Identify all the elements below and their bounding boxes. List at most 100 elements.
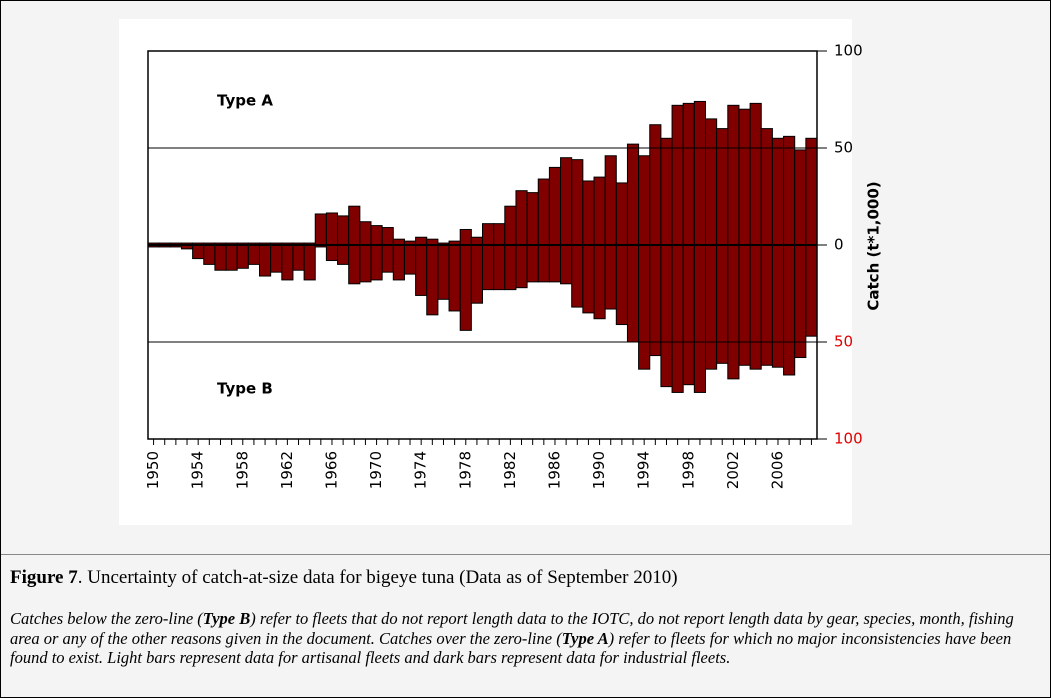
bar (381, 244, 394, 273)
bar (649, 124, 662, 246)
bar (593, 244, 606, 320)
bar (593, 176, 606, 246)
x-tick-label: 1970 (367, 451, 385, 489)
bar (415, 244, 428, 296)
bar (270, 244, 283, 273)
bar (716, 244, 729, 364)
bar (560, 157, 573, 246)
x-tick-label: 2002 (724, 451, 742, 489)
bar (470, 244, 484, 304)
bar (381, 227, 394, 246)
x-tick-label: 1950 (144, 451, 162, 489)
bar (749, 102, 762, 246)
bar (582, 180, 595, 246)
bar (214, 244, 227, 271)
bar (281, 244, 294, 281)
x-tick-label: 1974 (412, 451, 430, 489)
note: Catches below the zero-line (Type B) ref… (10, 609, 1045, 668)
bar (649, 244, 662, 357)
bar (526, 192, 539, 246)
y-tick-label: 0 (834, 236, 844, 254)
bar (805, 244, 818, 337)
bar (337, 244, 350, 265)
bar (571, 244, 584, 308)
x-tick-label: 1966 (322, 451, 340, 489)
bar (537, 244, 550, 283)
note-emphasis: Type B (202, 609, 251, 628)
note-text: Catches below the zero-line ( (10, 609, 203, 628)
bar (805, 137, 818, 246)
bar (459, 244, 472, 331)
bar (493, 223, 506, 246)
bar (727, 244, 740, 380)
bar (493, 244, 506, 291)
bar (247, 244, 261, 265)
bar (415, 236, 428, 246)
bar (615, 182, 628, 246)
bar (337, 215, 350, 246)
note-text: ) refer to fleets that do not report len… (10, 609, 1014, 648)
bar (693, 244, 706, 393)
bar (571, 159, 584, 246)
caption-label: Figure 7 (10, 567, 78, 588)
separator (1, 554, 1050, 555)
bar (359, 244, 372, 283)
bar (370, 244, 383, 281)
bar (771, 244, 785, 368)
bar (526, 244, 539, 283)
bar (760, 128, 773, 246)
bar (615, 244, 628, 326)
bar (716, 128, 729, 246)
bar (682, 102, 695, 246)
bar (515, 244, 528, 289)
bar (225, 244, 238, 271)
bar (705, 244, 718, 370)
bar (660, 244, 673, 388)
bar (203, 244, 216, 265)
y-tick-label: 50 (834, 139, 853, 157)
caption: Figure 7. Uncertainty of catch-at-size d… (10, 567, 678, 589)
bar (515, 190, 528, 246)
bar (671, 244, 684, 393)
bar (482, 223, 495, 246)
bar (370, 225, 383, 246)
bar (348, 205, 361, 246)
bar (303, 244, 316, 281)
x-tick-label: 2006 (768, 451, 786, 489)
bar (548, 244, 562, 283)
x-tick-label: 1958 (233, 451, 251, 489)
x-tick-label: 1982 (501, 451, 519, 489)
y-tick-label: 100 (834, 42, 863, 60)
bar (314, 213, 327, 246)
bar (738, 108, 751, 246)
bar (604, 244, 617, 310)
bar (626, 244, 640, 343)
bar (671, 104, 684, 246)
annotation: Type B (217, 380, 273, 398)
bar (693, 100, 706, 246)
bar (437, 244, 450, 300)
bar (292, 244, 305, 271)
plot-frame (147, 50, 818, 440)
bar (727, 104, 740, 246)
note-text: ) refer to fleets for which no major inc… (10, 628, 1012, 668)
bar (783, 135, 796, 246)
bar (482, 244, 495, 291)
y-axis-title: Catch (t*1,000) (865, 181, 883, 310)
bar (236, 244, 249, 269)
bar (638, 155, 651, 246)
bar (771, 137, 785, 246)
caption-text: . Uncertainty of catch-at-size data for … (77, 567, 678, 588)
bar (560, 244, 573, 285)
x-tick-label: 1978 (456, 451, 474, 489)
bar (660, 137, 673, 246)
bar (749, 244, 762, 370)
bar (738, 244, 751, 366)
bar (504, 244, 517, 291)
bar (604, 155, 617, 246)
x-tick-label: 1998 (679, 451, 697, 489)
chart: Type A Type B Catch (t*1,000) 1950 1954 19… (119, 19, 883, 525)
bar (392, 244, 405, 281)
bar (259, 244, 272, 277)
